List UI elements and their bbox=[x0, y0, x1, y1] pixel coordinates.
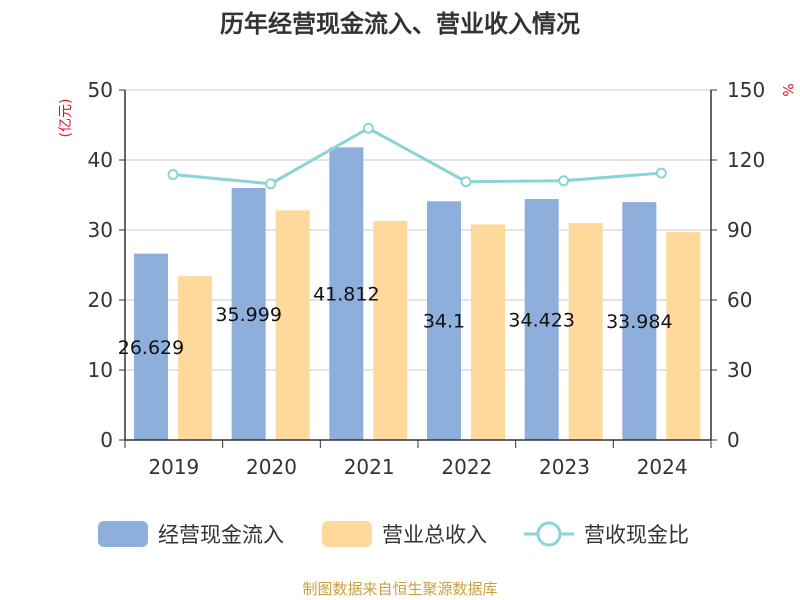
bars bbox=[134, 147, 701, 441]
data-label-cash-inflow: 34.1 bbox=[423, 311, 465, 333]
y-left-tick-label: 0 bbox=[100, 428, 113, 452]
legend-label-ratio: 营收现金比 bbox=[584, 523, 689, 547]
y-left-tick-label: 10 bbox=[88, 358, 113, 382]
x-tick-label: 2019 bbox=[148, 455, 199, 479]
y-right-unit-label: % bbox=[779, 83, 795, 96]
y-left-tick-label: 20 bbox=[88, 288, 113, 312]
y-right-tick-label: 120 bbox=[727, 148, 765, 172]
x-tick-label: 2020 bbox=[246, 455, 297, 479]
y-left-tick-label: 50 bbox=[88, 78, 113, 102]
ratio-point[interactable] bbox=[558, 175, 570, 187]
chart-title: 历年经营现金流入、营业收入情况 bbox=[220, 10, 580, 38]
ratio-point[interactable] bbox=[655, 167, 667, 179]
ratio-point[interactable] bbox=[460, 176, 472, 188]
ratio-point[interactable] bbox=[167, 168, 179, 180]
bar-revenue[interactable] bbox=[568, 223, 603, 440]
y-left-tick-label: 30 bbox=[88, 218, 113, 242]
y-right-tick-label: 90 bbox=[727, 218, 752, 242]
legend: 经营现金流入 营业总收入 营收现金比 bbox=[98, 521, 689, 547]
data-labels: 26.629 35.999 41.812 34.1 34.423 33.984 bbox=[118, 284, 673, 359]
bar-cash-inflow[interactable] bbox=[427, 201, 461, 440]
data-label-cash-inflow: 33.984 bbox=[606, 311, 672, 333]
y-left-tick-label: 40 bbox=[88, 148, 113, 172]
bar-cash-inflow[interactable] bbox=[329, 147, 364, 441]
y-right-tick-label: 150 bbox=[727, 78, 765, 102]
axes: 0 10 20 30 40 50 0 30 60 90 120 150 2019 2020 2021 2022… bbox=[88, 78, 766, 479]
legend-item-cash-inflow[interactable]: 经营现金流入 bbox=[98, 521, 284, 547]
bar-revenue[interactable] bbox=[178, 276, 212, 440]
bar-cash-inflow[interactable] bbox=[231, 188, 266, 440]
bar-revenue[interactable] bbox=[471, 224, 505, 440]
ratio-point[interactable] bbox=[265, 178, 277, 190]
legend-swatch-cash-inflow bbox=[98, 521, 148, 547]
data-label-cash-inflow: 34.423 bbox=[508, 310, 574, 332]
bar-cash-inflow[interactable] bbox=[134, 253, 168, 440]
bar-revenue[interactable] bbox=[666, 232, 701, 440]
bar-revenue[interactable] bbox=[275, 210, 310, 440]
legend-swatch-revenue bbox=[322, 521, 372, 547]
y-right-tick-label: 60 bbox=[727, 288, 752, 312]
y-left-unit-label: (亿元) bbox=[58, 99, 74, 138]
ratio-line bbox=[167, 122, 667, 190]
legend-item-ratio[interactable]: 营收现金比 bbox=[524, 521, 689, 547]
y-right-tick-label: 30 bbox=[727, 358, 752, 382]
data-label-cash-inflow: 35.999 bbox=[215, 304, 281, 326]
legend-item-revenue[interactable]: 营业总收入 bbox=[322, 521, 487, 547]
data-label-cash-inflow: 41.812 bbox=[313, 284, 379, 306]
x-tick-label: 2024 bbox=[637, 455, 688, 479]
data-label-cash-inflow: 26.629 bbox=[118, 337, 184, 359]
legend-label-revenue: 营业总收入 bbox=[382, 523, 487, 547]
x-tick-label: 2021 bbox=[344, 455, 395, 479]
ratio-point[interactable] bbox=[362, 122, 374, 134]
bar-cash-inflow[interactable] bbox=[524, 199, 559, 440]
y-right-tick-label: 0 bbox=[727, 428, 740, 452]
source-note: 制图数据来自恒生聚源数据库 bbox=[302, 580, 497, 598]
x-tick-label: 2022 bbox=[441, 455, 492, 479]
bar-revenue[interactable] bbox=[373, 220, 408, 440]
ratio-line-path bbox=[172, 126, 662, 186]
gridlines bbox=[125, 89, 711, 371]
legend-label-cash-inflow: 经营现金流入 bbox=[158, 523, 284, 547]
bar-cash-inflow[interactable] bbox=[622, 202, 657, 440]
legend-marker-ratio bbox=[536, 521, 562, 547]
x-tick-label: 2023 bbox=[539, 455, 590, 479]
